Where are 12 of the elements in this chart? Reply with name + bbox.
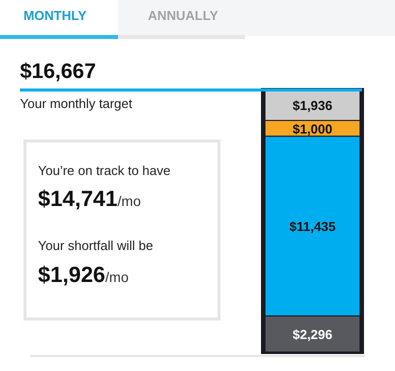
data-label: $2,296 — [292, 326, 332, 342]
data-label: $1,936 — [292, 98, 332, 114]
data-label: $1,000 — [292, 121, 332, 136]
ref-line-label: $16,667 — [20, 60, 96, 83]
text: Your shortfall will be — [38, 238, 154, 253]
text: Your monthly target — [20, 96, 133, 111]
text: MONTHLY — [23, 8, 87, 23]
text: $1,926/mo — [38, 262, 129, 287]
text: $14,741/mo — [38, 186, 142, 211]
data-label: $11,435 — [289, 219, 336, 234]
text: You’re on track to have — [38, 163, 170, 178]
text: ANNUALLY — [148, 8, 218, 23]
